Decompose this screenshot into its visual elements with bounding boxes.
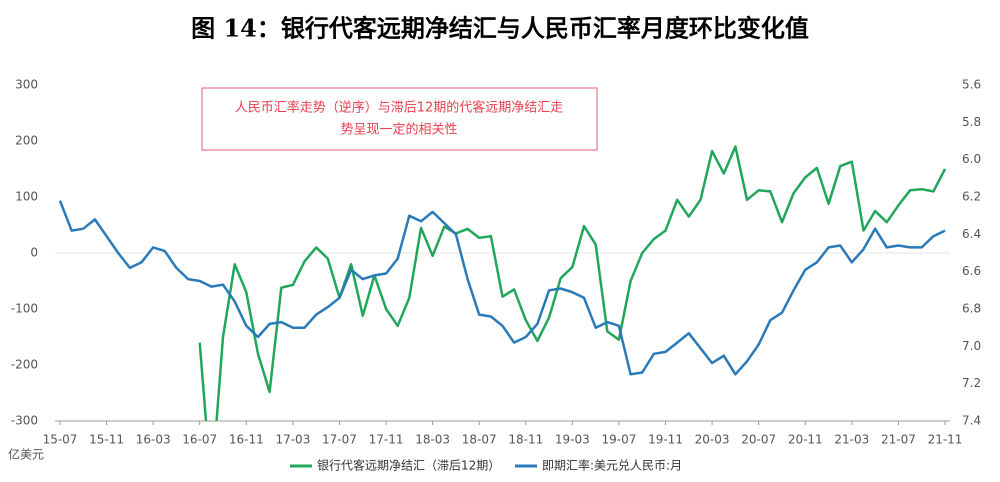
annotation: 人民币汇率走势（逆序）与滞后12期的代客远期净结汇走 [235, 100, 564, 116]
y-tick-label: 200 [15, 134, 38, 148]
y2-tick-label: 5.8 [962, 115, 981, 129]
x-tick-label: 19-03 [555, 433, 590, 447]
y2-tick-label: 7.0 [962, 339, 981, 353]
y2-tick-label: 5.6 [962, 78, 981, 92]
x-tick-label: 21-11 [928, 433, 963, 447]
chart-title: 图 14：银行代客远期净结汇与人民币汇率月度环比变化值 [191, 14, 809, 43]
annotation: 势呈现一定的相关性 [340, 122, 457, 138]
line-series [198, 145, 947, 421]
x-tick-label: 16-03 [136, 433, 171, 447]
x-tick-label: 18-11 [508, 433, 543, 447]
y-tick-label: 0 [30, 246, 38, 260]
x-tick-label: 18-07 [462, 433, 497, 447]
y-tick-label: -200 [11, 358, 38, 372]
x-tick-label: 17-11 [369, 433, 404, 447]
x-tick-label: 15-07 [43, 433, 78, 447]
y-tick-label: 100 [15, 190, 38, 204]
x-tick-label: 20-11 [788, 433, 823, 447]
annotation-box [201, 87, 598, 151]
plot-area [58, 145, 947, 421]
x-tick-label: 17-03 [275, 433, 310, 447]
y-tick-label: -300 [11, 414, 38, 428]
x-tick-label: 21-07 [881, 433, 916, 447]
y2-tick-label: 7.4 [962, 414, 981, 428]
x-tick-label: 17-07 [322, 433, 357, 447]
legend-label: 即期汇率:美元兑人民币:月 [542, 458, 682, 473]
x-tick-label: 16-11 [229, 433, 264, 447]
y2-tick-label: 6.2 [962, 190, 981, 204]
x-tick-label: 19-07 [602, 433, 637, 447]
y-axis-label: 亿美元 [8, 447, 44, 462]
y-tick-label: -100 [11, 302, 38, 316]
line-series [58, 200, 946, 376]
x-tick-label: 18-03 [415, 433, 450, 447]
x-tick-label: 15-11 [89, 433, 124, 447]
y2-tick-label: 7.2 [962, 376, 981, 390]
x-tick-label: 19-11 [648, 433, 683, 447]
y2-tick-label: 6.8 [962, 302, 981, 316]
y2-tick-label: 6.0 [962, 152, 981, 166]
y2-tick-label: 6.4 [962, 227, 981, 241]
legend-label: 银行代客远期净结汇（滞后12期） [317, 458, 500, 473]
x-tick-label: 20-03 [695, 433, 730, 447]
x-tick-label: 20-07 [741, 433, 776, 447]
x-tick-label: 16-07 [182, 433, 217, 447]
y-tick-label: 300 [15, 78, 38, 92]
y2-tick-label: 6.6 [962, 264, 981, 278]
x-tick-label: 21-03 [834, 433, 869, 447]
